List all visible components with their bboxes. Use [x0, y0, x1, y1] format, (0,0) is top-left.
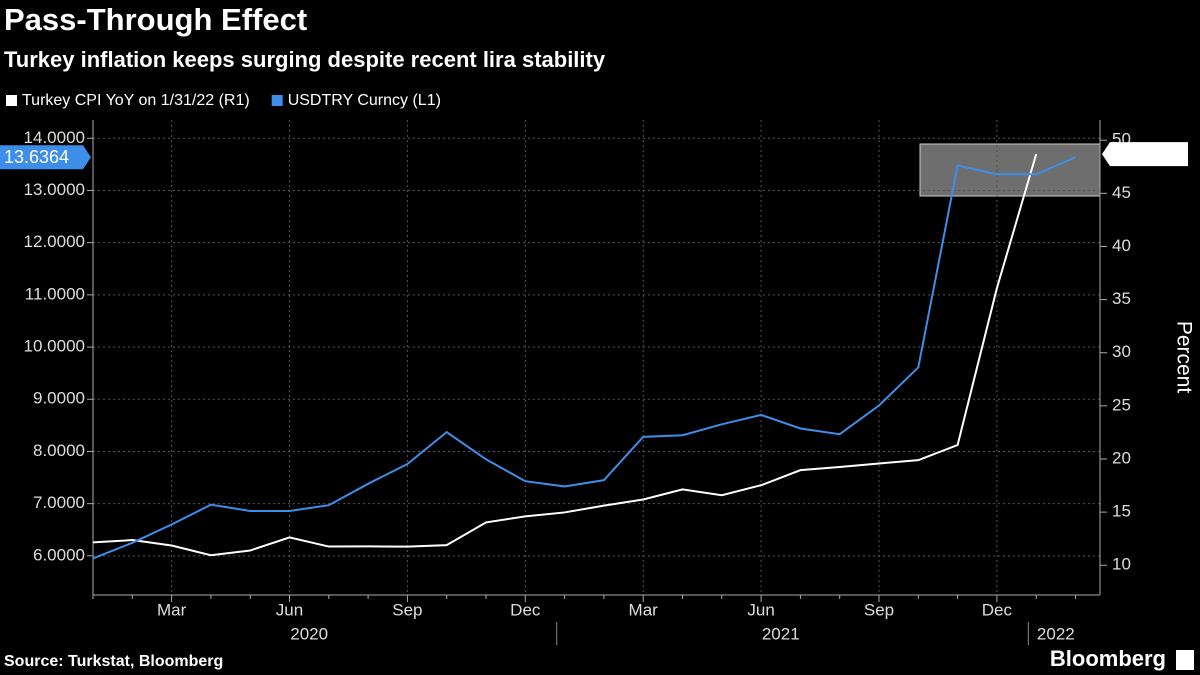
- y-tick-label: 12.0000: [24, 232, 85, 251]
- y-tick-label: 11.0000: [25, 284, 85, 303]
- chart-subtitle: Turkey inflation keeps surging despite r…: [4, 47, 606, 72]
- y-tick-label: 9.0000: [33, 389, 85, 408]
- brand-icon: [1176, 650, 1194, 670]
- x-tick-label: Mar: [629, 600, 659, 619]
- series-line: [92, 153, 1038, 557]
- series-line: [92, 156, 1076, 560]
- last-value-tag: [1102, 142, 1188, 167]
- x-group-label: 2022: [1037, 624, 1075, 643]
- x-tick-label: Dec: [982, 600, 1013, 619]
- source: Source: Turkstat, Bloomberg: [4, 653, 223, 670]
- legend-swatch: [271, 95, 283, 106]
- x-tick-label: Dec: [510, 600, 541, 619]
- y2-tick-label: 20: [1112, 448, 1131, 467]
- last-value-tag: [0, 145, 91, 170]
- y2-tick-label: 30: [1112, 342, 1131, 361]
- y2-tick-label: 15: [1112, 502, 1131, 521]
- y-tick-label: 10.0000: [24, 337, 85, 356]
- y2-axis-label: Percent: [1172, 321, 1195, 394]
- brand: Bloomberg: [1050, 646, 1166, 671]
- y-tick-label: 13.0000: [24, 180, 85, 199]
- highlight-box: [919, 143, 1101, 197]
- last-value-label: 48.69: [1114, 144, 1159, 164]
- y2-tick-label: 35: [1112, 289, 1131, 308]
- x-tick-label: Sep: [392, 600, 422, 619]
- y2-tick-label: 45: [1112, 183, 1131, 202]
- x-group-label: 2021: [762, 624, 800, 643]
- y2-tick-label: 10: [1112, 555, 1131, 574]
- y-tick-label: 7.0000: [33, 493, 85, 512]
- legend-swatch: [6, 95, 17, 106]
- x-group-label: 2020: [290, 624, 328, 643]
- x-tick-label: Jun: [747, 600, 774, 619]
- y2-tick-label: 40: [1112, 236, 1131, 255]
- legend-label: USDTRY Curncy (L1): [288, 92, 441, 109]
- y-tick-label: 6.0000: [33, 545, 85, 564]
- x-tick-label: Sep: [864, 600, 894, 619]
- x-tick-label: Jun: [276, 600, 303, 619]
- legend-label: Turkey CPI YoY on 1/31/22 (R1): [22, 92, 250, 109]
- chart-title: Pass-Through Effect: [4, 2, 307, 37]
- x-tick-label: Mar: [157, 600, 187, 619]
- y2-tick-label: 25: [1112, 395, 1131, 414]
- last-value-label: 13.6364: [4, 147, 69, 167]
- y-tick-label: 14.0000: [24, 128, 85, 147]
- y-tick-label: 8.0000: [33, 441, 85, 460]
